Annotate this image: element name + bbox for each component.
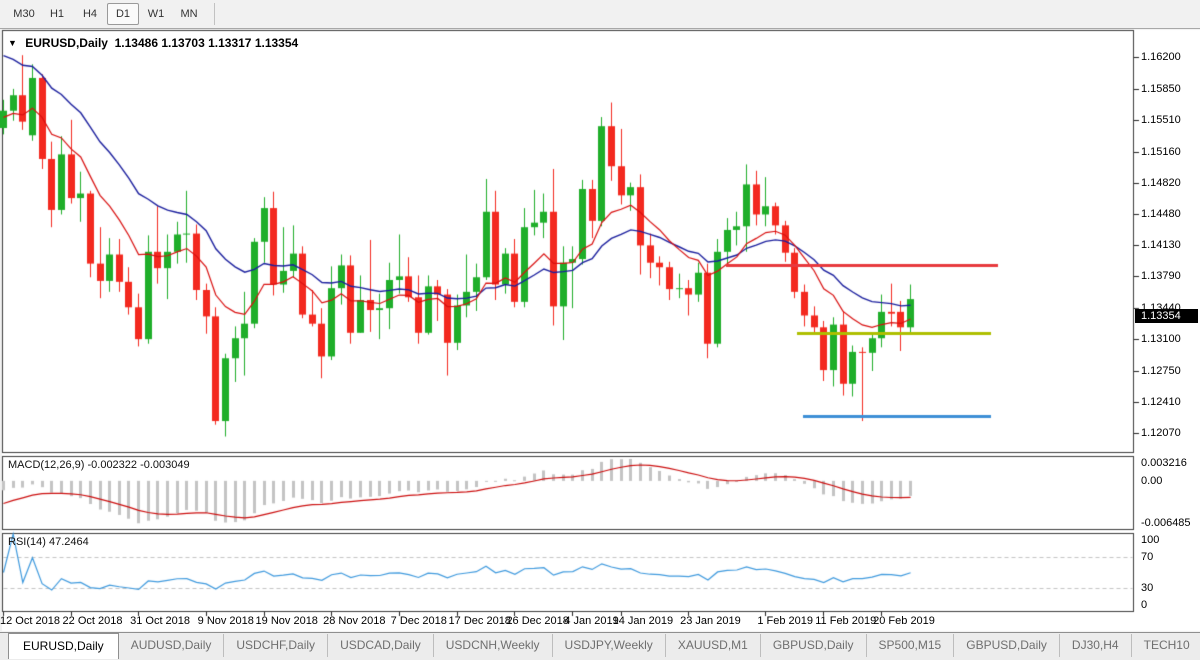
tab-usdchf-daily[interactable]: USDCHF,Daily <box>223 634 327 657</box>
date-axis-label: 23 Jan 2019 <box>680 615 741 627</box>
date-axis-label: 17 Dec 2018 <box>448 615 511 627</box>
price-axis-label: 1.14480 <box>1141 207 1181 220</box>
price-axis-label: 1.16200 <box>1141 51 1181 64</box>
tab-tech10[interactable]: TECH10 <box>1130 634 1200 657</box>
chart-tabs-bar: EURUSD,Daily AUDUSD,Daily USDCHF,Daily USDC… <box>0 632 1200 660</box>
date-axis-label: 19 Nov 2018 <box>255 615 318 627</box>
tab-usdcad-daily[interactable]: USDCAD,Daily <box>327 634 433 657</box>
tab-dj30-h4[interactable]: DJ30,H4 <box>1058 634 1131 657</box>
current-price-badge: 1.13354 <box>1135 309 1198 324</box>
timeframe-toolbar: M30 H1 H4 D1 W1 MN <box>0 0 1200 29</box>
indicator-axis-label: -0.006485 <box>1141 517 1191 529</box>
macd-value: -0.002322 <box>87 459 138 471</box>
timeframe-button-h1[interactable]: H1 <box>49 8 65 20</box>
tab-eurusd-daily[interactable]: EURUSD,Daily <box>8 633 119 659</box>
indicator-axis-label: 0 <box>1141 599 1148 611</box>
indicator-axis-label: 70 <box>1141 551 1154 564</box>
symbol-dropdown-icon[interactable]: ▼ <box>8 38 17 48</box>
price-axis-label: 1.14820 <box>1141 176 1181 189</box>
price-axis-label: 1.15850 <box>1141 82 1181 95</box>
date-axis-label: 9 Nov 2018 <box>197 615 254 627</box>
price-axis-label: 1.13100 <box>1141 333 1181 346</box>
ohlc-low: 1.13317 <box>208 36 252 50</box>
tab-audusd-daily[interactable]: AUDUSD,Daily <box>130 638 212 652</box>
tab-sp500-m15[interactable]: SP500,M15 <box>865 634 954 657</box>
macd-signal-value: -0.003049 <box>140 459 190 471</box>
price-axis-label: 1.15510 <box>1141 113 1181 126</box>
tab-usdcnh-weekly[interactable]: USDCNH,Weekly <box>432 634 552 657</box>
timeframe-button-w1[interactable]: W1 <box>147 8 165 20</box>
indicator-axis-label: 100 <box>1141 534 1160 546</box>
date-axis-label: 1 Feb 2019 <box>757 615 813 627</box>
rsi-indicator-label: RSI(14) 47.2464 <box>8 536 89 548</box>
toolbar-separator <box>214 3 215 25</box>
tab-gbpusd-daily[interactable]: GBPUSD,Daily <box>759 634 866 657</box>
chart-title: ▼ EURUSD,Daily 1.13486 1.13703 1.13317 1… <box>8 36 298 50</box>
price-axis-label: 1.12070 <box>1141 426 1181 439</box>
timeframe-button-d1[interactable]: D1 <box>107 3 139 25</box>
timeframe-button-m30[interactable]: M30 <box>13 8 35 20</box>
date-axis-label: 14 Jan 2019 <box>612 615 674 627</box>
date-axis-label: 11 Feb 2019 <box>815 615 877 627</box>
indicator-axis-label: 0.00 <box>1141 474 1163 487</box>
chart-tabs: EURUSD,Daily AUDUSD,Daily USDCHF,Daily USDC… <box>0 633 1200 659</box>
date-axis-label: 20 Feb 2019 <box>873 615 935 627</box>
timeframe-button-mn[interactable]: MN <box>180 8 198 20</box>
ohlc-open: 1.13486 <box>114 36 159 50</box>
tab-usdjpy-weekly[interactable]: USDJPY,Weekly <box>551 634 665 657</box>
ohlc-high: 1.13703 <box>161 36 205 50</box>
macd-indicator-label: MACD(12,26,9) -0.002322 -0.003049 <box>8 459 190 471</box>
price-axis-label: 1.15160 <box>1141 145 1181 158</box>
ohlc-close: 1.13354 <box>254 36 299 50</box>
date-axis-label: 4 Jan 2019 <box>564 615 619 627</box>
date-axis-label: 12 Oct 2018 <box>0 615 60 627</box>
date-axis-label: 7 Dec 2018 <box>390 615 447 627</box>
date-axis-label: 26 Dec 2018 <box>506 615 569 627</box>
indicator-axis-label: 30 <box>1141 581 1154 594</box>
date-axis-label: 22 Oct 2018 <box>62 615 123 627</box>
price-axis-label: 1.12750 <box>1141 365 1181 377</box>
tab-gbpusd-daily[interactable]: GBPUSD,Daily <box>953 634 1059 657</box>
symbol-name: EURUSD,Daily <box>25 36 108 50</box>
price-axis-label: 1.14130 <box>1141 239 1181 252</box>
indicator-axis-label: 0.003216 <box>1141 457 1187 469</box>
rsi-name: RSI(14) <box>8 536 46 548</box>
date-axis-label: 31 Oct 2018 <box>130 615 191 627</box>
price-axis-label: 1.12410 <box>1141 395 1181 408</box>
tab-xauusd-m1[interactable]: XAUUSD,M1 <box>664 634 760 657</box>
timeframe-button-h4[interactable]: H4 <box>82 8 98 20</box>
date-axis-label: 28 Nov 2018 <box>323 615 386 627</box>
rsi-value: 47.2464 <box>48 536 89 548</box>
price-axis-label: 1.13790 <box>1141 270 1181 283</box>
macd-name: MACD(12,26,9) <box>8 459 85 471</box>
timeframe-buttons: M30 H1 H4 D1 W1 MN <box>8 3 206 25</box>
